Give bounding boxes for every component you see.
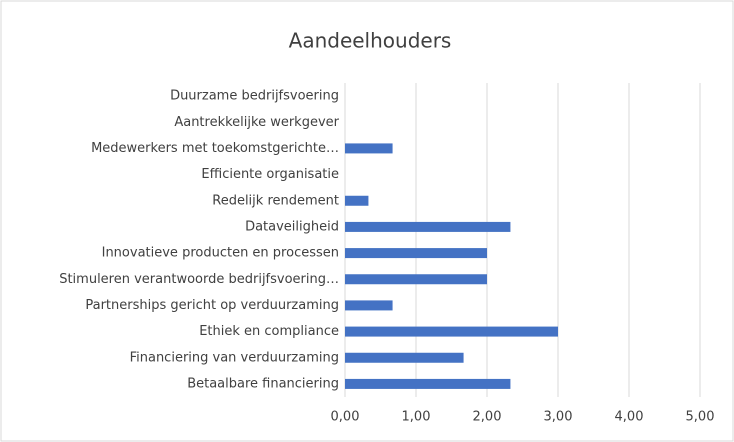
bar (345, 326, 558, 337)
y-tick-label: Stimuleren verantwoorde bedrijfsvoering… (59, 272, 339, 287)
y-tick-label: Innovatieve producten en processen (102, 246, 339, 261)
x-tick-label: 0,00 (331, 410, 360, 425)
chart-title: Aandeelhouders (289, 29, 452, 53)
y-tick-label: Redelijk rendement (212, 193, 339, 208)
y-tick-label: Financiering van verduurzaming (130, 350, 339, 365)
x-tick-label: 2,00 (473, 410, 502, 425)
bar (345, 221, 511, 232)
y-tick-label: Medewerkers met toekomstgerichte… (91, 141, 339, 156)
x-tick-label: 5,00 (686, 410, 715, 425)
y-tick-label: Betaalbare financiering (187, 376, 339, 391)
x-tick-label: 1,00 (402, 410, 431, 425)
y-tick-label: Ethiek en compliance (199, 324, 339, 339)
bar (345, 300, 393, 311)
y-tick-label: Aantrekkelijke werkgever (174, 115, 339, 130)
y-tick-label: Partnerships gericht op verduurzaming (85, 298, 339, 313)
y-tick-label: Dataveiligheid (245, 219, 339, 234)
x-tick-label: 3,00 (544, 410, 573, 425)
bar (345, 195, 369, 206)
bar (345, 352, 464, 363)
y-tick-label: Duurzame bedrijfsvoering (170, 89, 339, 104)
bar (345, 378, 511, 389)
y-tick-label: Efficiente organisatie (201, 167, 339, 182)
bar (345, 143, 393, 154)
x-tick-label: 4,00 (615, 410, 644, 425)
bar (345, 274, 487, 285)
bar (345, 248, 487, 259)
